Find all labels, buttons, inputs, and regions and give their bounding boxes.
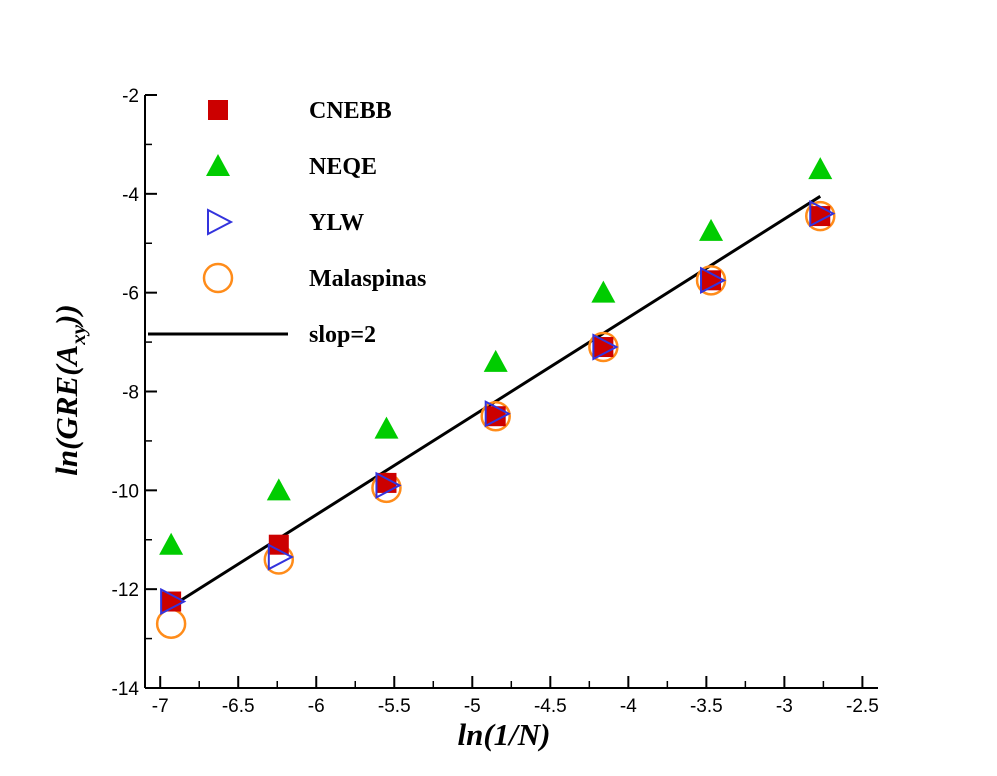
- x-tick-label: -5: [464, 696, 481, 717]
- x-tick-label: -5.5: [378, 696, 411, 717]
- data-point-cnebb: [268, 534, 289, 555]
- data-point-ylw: [484, 400, 511, 428]
- data-point-ylw: [267, 543, 294, 571]
- x-tick-label: -4: [620, 696, 637, 717]
- data-point-malaspinas: [805, 200, 836, 232]
- y-tick-label: -4: [122, 185, 139, 206]
- data-point-cnebb: [485, 406, 506, 427]
- y-axis-title-pre: ln(GRE(A: [49, 345, 84, 476]
- legend-label-neqe: NEQE: [309, 154, 377, 180]
- x-tick-label: -4.5: [534, 696, 567, 717]
- y-axis-title-sub: xy: [66, 324, 90, 346]
- legend: CNEBB NEQE YLW Malaspinas slop=2: [148, 98, 426, 348]
- x-tick-label: -7: [152, 696, 169, 717]
- legend-marker-malaspinas: [202, 262, 234, 294]
- legend-label-ylw: YLW: [309, 210, 364, 236]
- legend-marker-ylw: [207, 208, 234, 236]
- series-neqe: [159, 157, 833, 555]
- y-tick-label: -14: [112, 679, 140, 700]
- data-point-ylw: [160, 587, 187, 616]
- data-point-neqe: [699, 218, 724, 241]
- y-tick-label: -8: [122, 383, 139, 404]
- y-tick-label: -6: [122, 284, 139, 305]
- data-point-neqe: [808, 157, 833, 180]
- plot-area: [155, 157, 836, 640]
- data-point-cnebb: [376, 472, 397, 493]
- data-point-ylw: [700, 266, 727, 294]
- legend-marker-neqe: [206, 154, 230, 176]
- x-tick-label: -6.5: [222, 696, 255, 717]
- data-point-neqe: [483, 349, 508, 372]
- data-point-ylw: [375, 471, 402, 500]
- y-axis-title-post: )): [49, 304, 84, 328]
- legend-label-slope: slop=2: [309, 322, 376, 348]
- y-axis-title: ln(GRE(Axy)): [49, 304, 90, 475]
- x-tick-label: -3: [776, 696, 793, 717]
- data-point-neqe: [266, 478, 291, 501]
- data-point-neqe: [591, 280, 616, 303]
- data-point-ylw: [809, 199, 836, 228]
- legend-marker-cnebb: [208, 100, 228, 120]
- x-tick-label: -2.5: [846, 696, 879, 717]
- data-point-ylw: [592, 333, 619, 361]
- legend-label-malaspinas: Malaspinas: [309, 266, 426, 292]
- data-point-cnebb: [810, 206, 831, 227]
- series-cnebb: [161, 206, 831, 612]
- x-tick-label: -3.5: [690, 696, 723, 717]
- data-point-malaspinas: [480, 400, 511, 432]
- series-ylw: [160, 199, 836, 616]
- axes: -14 -12 -10 -8 -6 -4 -2 -7 -6.5 -6 -5.5 -5 -4.5 -4 -3.…: [112, 86, 879, 717]
- legend-label-cnebb: CNEBB: [309, 98, 392, 124]
- y-tick-label: -2: [122, 86, 139, 107]
- x-tick-label: -6: [308, 696, 325, 717]
- data-point-neqe: [374, 416, 399, 439]
- x-axis-title: ln(1/N): [458, 717, 551, 752]
- y-tick-label: -10: [112, 481, 139, 502]
- data-point-neqe: [159, 532, 184, 555]
- y-tick-label: -12: [112, 580, 139, 601]
